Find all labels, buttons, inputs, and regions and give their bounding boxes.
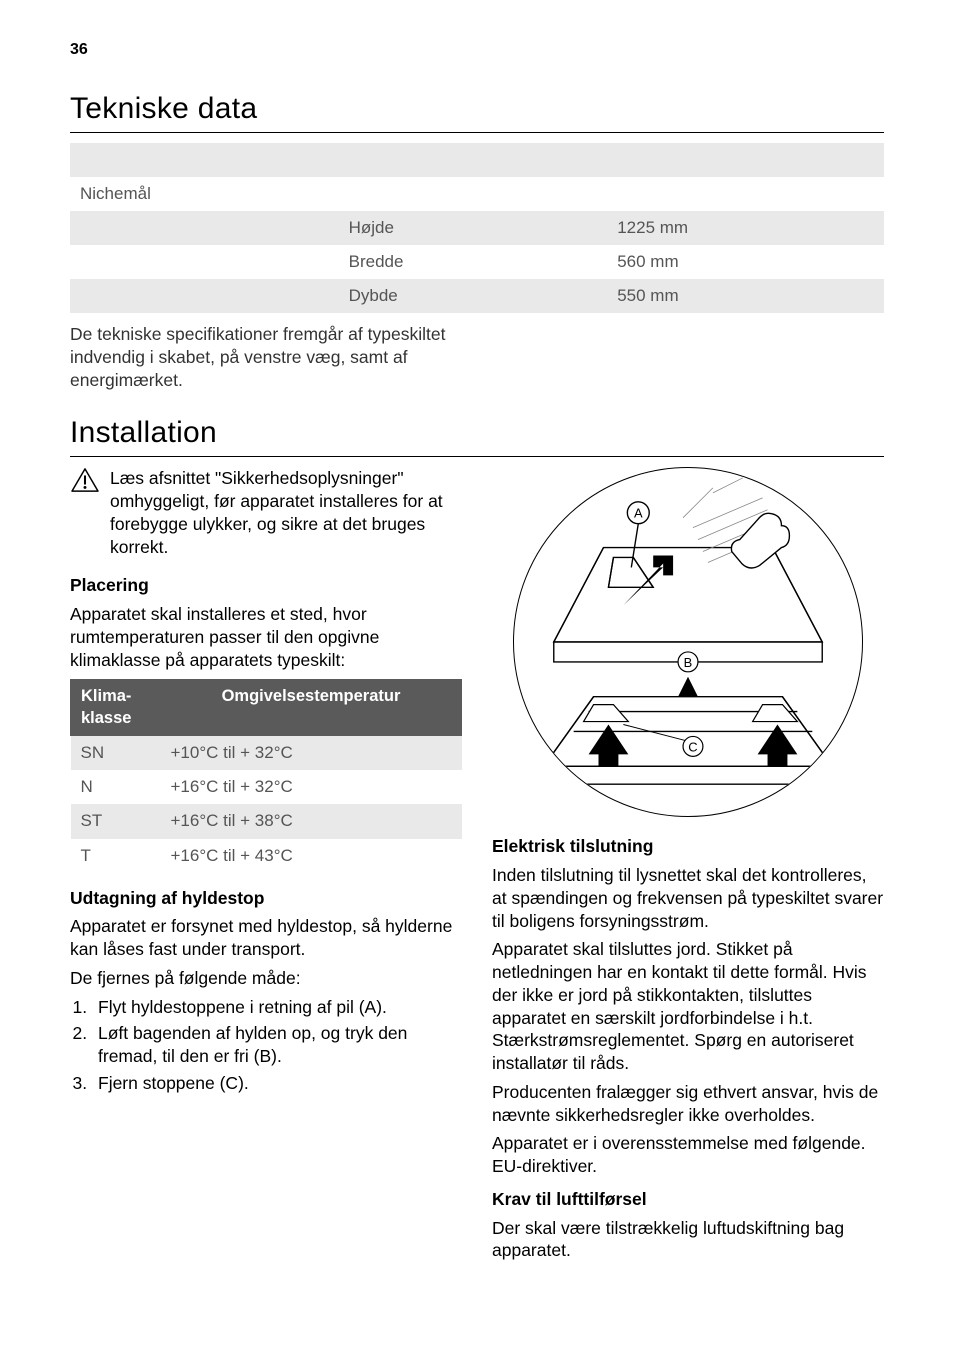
electrical-heading: Elektrisk tilslutning xyxy=(492,835,884,858)
tech-header-label: Nichemål xyxy=(70,177,339,211)
climate-th-class: Klima-klasse xyxy=(71,680,161,736)
electrical-p2: Apparatet skal tilsluttes jord. Stikket … xyxy=(492,938,884,1075)
tech-row-value: 560 mm xyxy=(607,245,884,279)
section-heading-install: Installation xyxy=(70,413,884,457)
tech-row-label: Bredde xyxy=(339,245,608,279)
removal-p1: Apparatet er forsynet med hyldestop, så … xyxy=(70,915,462,961)
electrical-p4: Apparatet er i overensstemmelse med følg… xyxy=(492,1132,884,1178)
climate-temp: +16°C til + 38°C xyxy=(161,804,462,838)
section-heading-tech: Tekniske data xyxy=(70,89,884,133)
climate-class: N xyxy=(71,770,161,804)
electrical-p1: Inden tilslutning til lysnettet skal det… xyxy=(492,864,884,932)
removal-p2: De fjernes på følgende måde: xyxy=(70,967,462,990)
tech-row-value: 550 mm xyxy=(607,279,884,313)
warning-icon xyxy=(70,467,100,499)
placement-heading: Placering xyxy=(70,574,462,597)
shelf-removal-diagram: A B C xyxy=(513,467,863,817)
removal-step: Løft bagenden af hylden op, og tryk den … xyxy=(92,1022,462,1068)
svg-text:C: C xyxy=(688,740,697,755)
electrical-p3: Producenten fralægger sig ethvert ansvar… xyxy=(492,1081,884,1127)
svg-text:A: A xyxy=(634,506,643,521)
removal-step: Flyt hyldestoppene i retning af pil (A). xyxy=(92,996,462,1019)
climate-class: ST xyxy=(71,804,161,838)
tech-row-label: Højde xyxy=(339,211,608,245)
climate-temp: +10°C til + 32°C xyxy=(161,736,462,771)
climate-table: Klima-klasse Omgivelsestemperatur SN +10… xyxy=(70,679,462,872)
climate-temp: +16°C til + 43°C xyxy=(161,839,462,873)
removal-step: Fjern stoppene (C). xyxy=(92,1072,462,1095)
tech-row-label: Dybde xyxy=(339,279,608,313)
airflow-text: Der skal være tilstrækkelig luftudskiftn… xyxy=(492,1217,884,1263)
removal-heading: Udtagning af hyldestop xyxy=(70,887,462,910)
tech-data-table: Nichemål Højde 1225 mm Bredde 560 mm Dyb… xyxy=(70,143,884,313)
placement-text: Apparatet skal installeres et sted, hvor… xyxy=(70,603,462,671)
removal-steps: Flyt hyldestoppene i retning af pil (A).… xyxy=(70,996,462,1095)
page-number: 36 xyxy=(70,40,884,61)
tech-row-value: 1225 mm xyxy=(607,211,884,245)
climate-class: T xyxy=(71,839,161,873)
airflow-heading: Krav til lufttilførsel xyxy=(492,1188,884,1211)
warning-text: Læs afsnittet "Sikkerhedsoplysninger" om… xyxy=(110,467,462,558)
climate-temp: +16°C til + 32°C xyxy=(161,770,462,804)
climate-class: SN xyxy=(71,736,161,771)
climate-th-temp: Omgivelsestemperatur xyxy=(161,680,462,736)
tech-note: De tekniske specifikationer fremgår af t… xyxy=(70,323,460,391)
svg-text:B: B xyxy=(684,655,693,670)
